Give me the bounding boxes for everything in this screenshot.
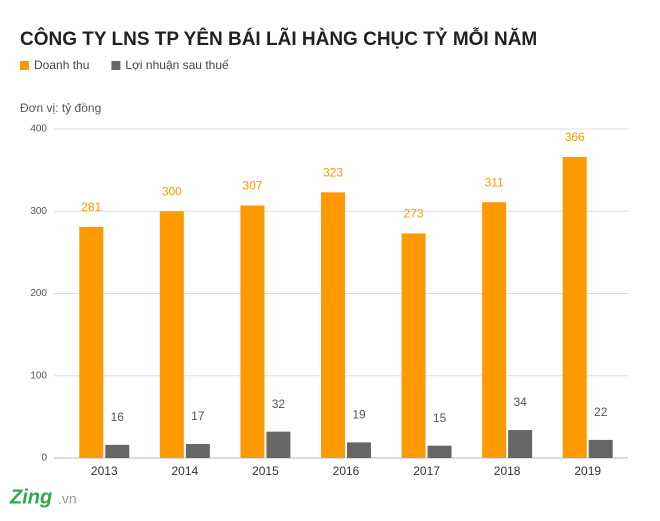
logo: Zing .vn <box>9 486 77 508</box>
bar <box>588 439 613 458</box>
x-tick-label: 2014 <box>172 464 199 478</box>
legend-swatch <box>111 61 121 70</box>
y-tick-label: 100 <box>30 370 47 381</box>
x-tick-label: 2016 <box>333 464 360 478</box>
logo-suffix: .vn <box>58 491 77 507</box>
value-label: 15 <box>433 411 447 425</box>
bar <box>347 442 371 458</box>
value-label: 311 <box>485 175 504 189</box>
y-tick-label: 400 <box>30 124 47 135</box>
value-label: 366 <box>565 130 585 144</box>
bar <box>266 431 291 458</box>
legend-swatch <box>20 61 29 70</box>
x-tick-label: 2018 <box>494 464 521 478</box>
legend: Doanh thu Lợi nhuận sau thuế <box>20 58 229 72</box>
bar <box>79 226 104 458</box>
value-label: 307 <box>242 179 262 193</box>
bar <box>105 444 130 458</box>
bar <box>321 192 345 458</box>
x-tick-label: 2013 <box>91 464 118 478</box>
value-label: 19 <box>352 408 366 422</box>
y-tick-label: 0 <box>41 453 47 464</box>
y-tick-label: 300 <box>30 206 47 217</box>
value-label: 22 <box>594 405 608 419</box>
value-label: 34 <box>513 395 527 409</box>
bar <box>562 156 587 458</box>
value-label: 17 <box>191 409 205 423</box>
chart-title: CÔNG TY LNS TP YÊN BÁI LÃI HÀNG CHỤC TỶ … <box>20 28 537 50</box>
bar <box>427 445 452 458</box>
x-tick-label: 2019 <box>574 464 601 478</box>
bar <box>508 430 533 458</box>
bar <box>240 205 265 458</box>
bar <box>482 202 507 458</box>
legend-label: Lợi nhuận sau thuế <box>125 58 229 72</box>
value-label: 323 <box>323 166 343 180</box>
value-label: 300 <box>162 184 182 198</box>
x-tick-label: 2015 <box>252 464 279 478</box>
x-tick-label: 2017 <box>413 464 440 478</box>
value-label: 281 <box>81 200 101 214</box>
unit-label: Đơn vị: tỷ đồng <box>20 101 101 115</box>
bar <box>159 211 184 458</box>
bar <box>401 233 426 458</box>
value-label: 32 <box>272 397 286 411</box>
logo-brand: Zing <box>9 486 52 508</box>
bar <box>185 444 210 458</box>
value-label: 16 <box>111 410 125 424</box>
legend-label: Doanh thu <box>34 58 89 72</box>
y-tick-label: 200 <box>30 288 47 299</box>
value-label: 273 <box>404 207 424 221</box>
